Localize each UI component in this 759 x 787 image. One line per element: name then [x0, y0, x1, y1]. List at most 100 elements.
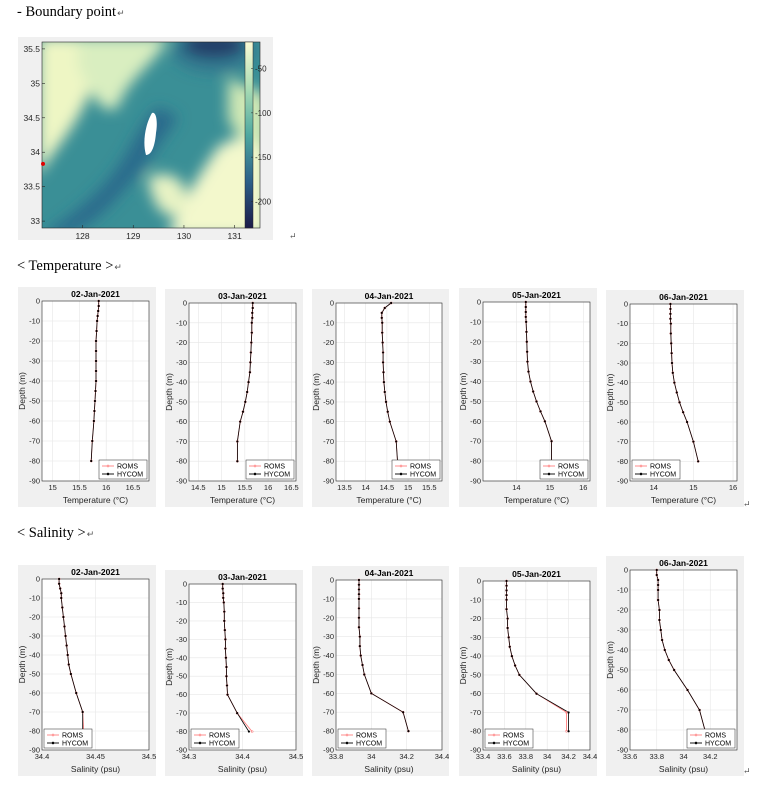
x-tick-label: 14.5 — [191, 483, 206, 492]
x-tick-label: 33.8 — [649, 752, 664, 761]
y-axis-label: Depth (m) — [165, 648, 174, 686]
hycom-point — [247, 730, 251, 733]
legend-label-hycom: HYCOM — [410, 472, 436, 479]
x-tick-label: 34.4 — [35, 752, 50, 761]
hycom-point — [91, 439, 94, 443]
x-axis-label: Temperature (°C) — [356, 495, 421, 505]
hycom-point — [535, 400, 538, 403]
hycom-point — [698, 708, 701, 712]
hycom-point — [97, 309, 100, 313]
hycom-series-line — [656, 570, 706, 731]
y-tick-label: -20 — [470, 337, 481, 346]
hycom-point — [94, 349, 98, 353]
y-tick-label: -80 — [470, 727, 481, 736]
hycom-point — [682, 411, 685, 414]
hycom-point — [656, 588, 660, 592]
hycom-point — [251, 306, 254, 310]
y-tick-label: -70 — [29, 708, 40, 717]
chart-title: 06-Jan-2021 — [659, 558, 708, 568]
hycom-point — [526, 350, 529, 353]
hycom-point — [241, 410, 245, 413]
hycom-point — [524, 310, 527, 314]
y-tick-label: -20 — [176, 338, 187, 347]
hycom-point — [94, 359, 98, 363]
x-tick-label: 34.4 — [235, 752, 250, 761]
x-tick-label: 15.5 — [238, 483, 253, 492]
hycom-point — [357, 593, 361, 596]
hycom-point — [363, 673, 366, 676]
hycom-point — [508, 645, 511, 648]
y-tick-label: 0 — [183, 299, 187, 308]
legend-label-hycom: HYCOM — [264, 472, 290, 479]
hycom-point — [221, 582, 224, 586]
hycom-point — [658, 618, 661, 622]
profile-svg: 34.4 34.45 34.5 0 -10 -20 -30 -40 -50 -60 -70 -80 -9… — [18, 567, 156, 774]
colorbar — [244, 41, 254, 229]
y-tick-label: -30 — [470, 357, 481, 366]
hycom-point — [529, 380, 532, 383]
chart-title: 05-Jan-2021 — [512, 569, 561, 579]
y-tick-label: -60 — [176, 417, 187, 426]
x-axis-label: Salinity (psu) — [659, 764, 708, 774]
hycom-point — [524, 305, 527, 309]
colorbar-tick-label: -150 — [255, 153, 272, 162]
hycom-point — [395, 440, 398, 443]
y-axis-label: Depth (m) — [606, 373, 615, 411]
hycom-point — [669, 312, 672, 315]
x-tick-label: 34 — [679, 752, 687, 761]
y-tick-label: -70 — [470, 437, 481, 446]
x-tick-label: 13.5 — [337, 483, 352, 492]
y-tick-label: 0 — [330, 576, 334, 585]
hycom-point — [510, 655, 513, 658]
hycom-point — [251, 316, 254, 319]
y-tick-label: -80 — [29, 727, 40, 736]
y-tick-label: -30 — [323, 358, 334, 367]
y-tick-label: -90 — [323, 746, 334, 755]
paragraph-mark: ↵ — [743, 499, 751, 509]
map-y-tick-label: 33.5 — [23, 182, 40, 192]
bathymetry-map-svg: 128 129 130 131 33 33.5 34 34.5 35 35.5 -50 -100 -15… — [23, 41, 272, 240]
map-x-tick-label: 131 — [228, 231, 242, 240]
hycom-point — [514, 664, 517, 667]
legend-label-hycom: HYCOM — [209, 741, 235, 748]
chart-title: 06-Jan-2021 — [659, 292, 708, 302]
legend-label-roms: ROMS — [264, 464, 285, 471]
hycom-point — [686, 688, 689, 692]
hycom-point — [69, 672, 72, 676]
hycom-point — [381, 321, 384, 324]
y-tick-label: -20 — [176, 616, 187, 625]
x-axis-label: Salinity (psu) — [218, 764, 267, 774]
salinity-profile-3: 33.8 34 34.2 34.4 0 -10 -20 -30 -40 -50 -60 -70 -80 -… — [312, 566, 449, 776]
x-tick-label: 15 — [404, 483, 412, 492]
y-tick-label: -10 — [29, 594, 40, 603]
x-axis-label: Temperature (°C) — [504, 495, 569, 505]
hycom-point — [505, 593, 508, 597]
paragraph-mark: ↵ — [289, 231, 297, 241]
paragraph-mark: ↵ — [743, 766, 751, 776]
island-shape — [144, 112, 157, 155]
x-tick-label: 33.6 — [497, 752, 512, 761]
hycom-point — [370, 692, 373, 695]
salinity-profile-5: 33.6 33.8 34 34.2 0 -10 -20 -30 -40 -50 -60 -70 -80 -… — [606, 556, 744, 776]
hycom-point — [62, 615, 65, 619]
hycom-point — [678, 401, 681, 404]
x-tick-label: 16 — [102, 483, 110, 492]
profile-svg: 15 15.5 16 16.5 0 -10 -20 -30 -40 -50 -60 -70 -80 -90… — [18, 289, 150, 505]
y-tick-label: 0 — [36, 575, 40, 584]
y-tick-label: -10 — [470, 317, 481, 326]
y-tick-label: -60 — [470, 689, 481, 698]
hycom-point — [670, 352, 673, 355]
hycom-point — [64, 634, 67, 638]
hycom-point — [58, 582, 61, 585]
y-tick-label: -60 — [176, 690, 187, 699]
hycom-point — [97, 304, 100, 308]
x-tick-label: 34.2 — [399, 752, 414, 761]
temperature-profile-3: 13.5 14 14.5 15 15.5 0 -10 -20 -30 -40 -50 -60 -70 -8… — [312, 289, 449, 507]
map-x-tick-label: 130 — [177, 231, 191, 240]
hycom-point — [673, 381, 676, 384]
legend-label-hycom: HYCOM — [503, 741, 529, 748]
y-tick-label: -30 — [617, 626, 628, 635]
legend-label-roms: ROMS — [117, 464, 138, 471]
hycom-point — [223, 619, 226, 622]
